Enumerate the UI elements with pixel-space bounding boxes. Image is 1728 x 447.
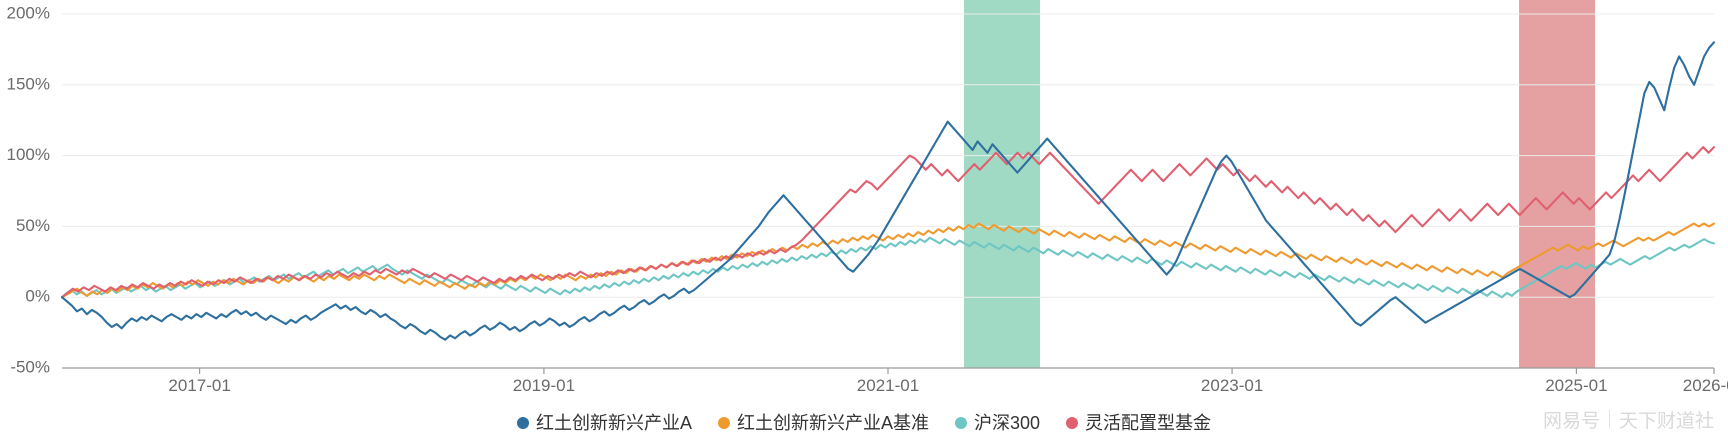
series-line-0	[60, 41, 1716, 341]
watermark-divider	[1608, 410, 1610, 429]
legend-swatch-icon	[1066, 417, 1079, 429]
legend-label: 沪深300	[973, 413, 1041, 433]
watermark-account: 天下财道社	[1618, 411, 1714, 432]
watermark-brand: 网易号	[1542, 411, 1600, 432]
legend-item[interactable]: 红土创新新兴产业A基准	[717, 413, 929, 433]
legend-swatch-icon	[954, 417, 967, 429]
legend-item[interactable]: 红土创新新兴产业A	[516, 413, 692, 433]
red-band	[1519, 0, 1596, 368]
y-axis-tick-label: 100%	[7, 145, 50, 164]
legend-item[interactable]: 灵活配置型基金	[1066, 414, 1211, 432]
series-line-1	[60, 222, 1716, 299]
y-axis-tick-label: 200%	[7, 3, 50, 22]
x-axis-tick-label: 2026-01	[1683, 376, 1728, 395]
y-axis-tick-label: 0%	[25, 287, 50, 306]
legend-label: 红土创新新兴产业A基准	[736, 413, 929, 433]
y-axis-tick-label: -50%	[10, 357, 50, 376]
x-axis-tick-label: 2023-01	[1201, 376, 1263, 395]
chart-legend: 红土创新新兴产业A 红土创新新兴产业A基准 沪深300 灵活配置型基金	[0, 408, 1728, 438]
x-axis-tick-label: 2021-01	[857, 376, 919, 395]
series-line-3	[60, 146, 1716, 299]
watermark: 网易号 天下财道社	[1543, 406, 1714, 433]
y-axis-tick-label: 50%	[16, 216, 50, 235]
x-axis-tick-label: 2019-01	[513, 376, 575, 395]
x-axis-tick-label: 2017-01	[168, 376, 230, 395]
legend-swatch-icon	[717, 417, 730, 429]
x-axis-tick-label: 2025-01	[1545, 376, 1607, 395]
legend-swatch-icon	[516, 417, 529, 429]
series-line-2	[60, 236, 1716, 299]
green-band	[963, 0, 1040, 368]
legend-item[interactable]: 沪深300	[954, 413, 1041, 433]
legend-label: 灵活配置型基金	[1085, 413, 1212, 433]
legend-label: 红土创新新兴产业A	[535, 413, 692, 433]
y-axis-tick-label: 150%	[7, 74, 50, 93]
